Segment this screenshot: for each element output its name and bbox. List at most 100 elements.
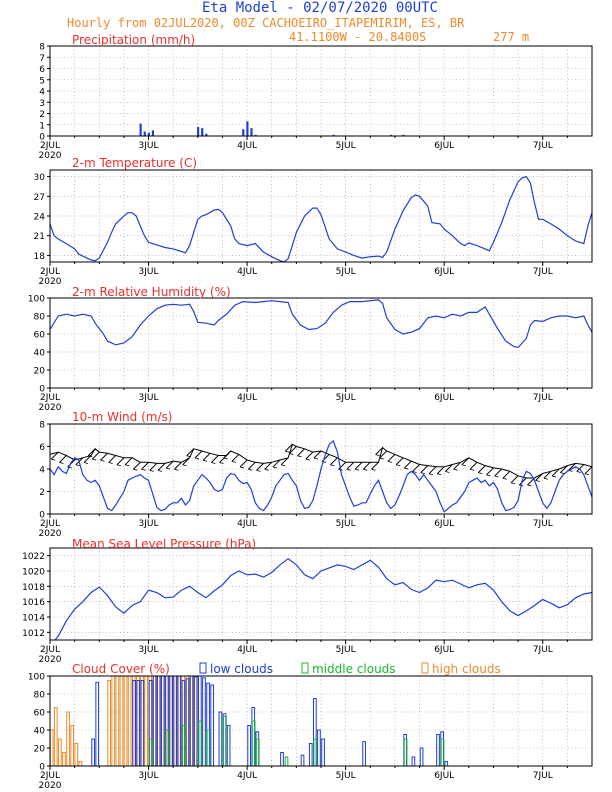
pressure-xtick-label: 4JUL — [237, 645, 257, 655]
wind-xtick-label: 5JUL — [336, 519, 356, 529]
wind-line — [50, 439, 592, 513]
wind-barb — [284, 443, 293, 452]
wind-plot — [50, 439, 592, 513]
precip-xtick-label: 4JUL — [237, 141, 257, 151]
cloud-low-bar — [140, 680, 145, 766]
cloud-legend-swatch — [199, 662, 207, 674]
pressure-year-label: 2020 — [39, 655, 62, 665]
cloud-high-bar — [127, 676, 132, 766]
precip-bar — [143, 131, 146, 136]
wind-barb-flag — [239, 466, 245, 469]
wind-barb-flag — [420, 472, 425, 475]
wind-barb-flag — [248, 468, 253, 471]
wind-barb-flag — [584, 473, 590, 476]
cloud-low-bar — [411, 756, 416, 766]
cloud-low-bar — [312, 698, 317, 766]
humidity-ytick-label: 100 — [28, 295, 45, 305]
wind-xtick-label: 2JUL — [40, 519, 60, 529]
wind-ytick-label: 6 — [39, 443, 45, 453]
cloud-low-bar — [210, 684, 215, 766]
cloud-middle-bar — [440, 738, 445, 766]
cloud-low-bar — [185, 678, 190, 766]
wind-barb — [486, 467, 494, 476]
cloud-low-bar — [317, 729, 321, 766]
wind-barb — [469, 461, 478, 470]
wind-xtick-label: 6JUL — [434, 519, 454, 529]
pressure-ytick-label: 1016 — [22, 598, 45, 608]
wind-barb-flag — [108, 462, 113, 464]
cloud-high-bar — [123, 676, 128, 766]
cloud-low-bar — [148, 680, 153, 766]
precip-bar — [390, 134, 393, 136]
cloud-middle-bar — [284, 756, 289, 766]
pressure-ytick-label: 1022 — [22, 552, 45, 562]
wind-barb — [354, 461, 363, 470]
wind-barb — [202, 452, 211, 461]
wind-barb-flag — [486, 474, 491, 477]
pressure-ytick-label: 1012 — [22, 629, 45, 639]
wind-barb — [149, 463, 158, 471]
wind-barb — [305, 451, 314, 460]
wind-barb — [297, 448, 305, 457]
wind-barb-flag — [453, 468, 458, 471]
wind-title: 10-m Wind (m/s) — [72, 410, 172, 424]
wind-xtick-label: 3JUL — [139, 519, 159, 529]
wind-barb — [436, 466, 445, 475]
wind-barb — [231, 454, 240, 462]
cloud-low-bar — [321, 738, 325, 766]
precip-xtick-label: 5JUL — [336, 141, 356, 151]
precip-ytick-label: 5 — [39, 76, 45, 86]
cloud-high-bar — [66, 711, 70, 766]
wind-barb-flag — [149, 469, 154, 472]
cloud-high-bar — [53, 707, 58, 766]
wind-barb — [560, 465, 568, 473]
cloud-legend-label: high clouds — [432, 662, 501, 676]
temperature-title: 2-m Temperature (C) — [72, 156, 197, 170]
cloud-low-bar — [165, 676, 169, 766]
cloud-middle-bar — [223, 716, 227, 766]
temperature-ytick-label: 21 — [34, 232, 45, 242]
wind-barb-flag — [133, 468, 138, 471]
pressure-xtick-label: 5JUL — [336, 645, 356, 655]
humidity-ytick-label: 80 — [34, 313, 46, 323]
wind-barb-flag — [527, 484, 532, 487]
cloud-low-bar — [161, 676, 165, 766]
temperature-ytick-label: 30 — [34, 173, 46, 183]
cloud-low-bar — [152, 676, 157, 766]
cloud-legend-swatch — [421, 662, 429, 674]
wind-ytick-label: 8 — [39, 421, 45, 431]
precip-bar — [139, 123, 142, 136]
cloud-low-bar — [173, 676, 178, 766]
precip-bar — [147, 132, 150, 136]
cloud-ytick-label: 60 — [34, 709, 46, 719]
temperature-ytick-label: 27 — [34, 193, 45, 203]
wind-barb — [428, 466, 437, 475]
wind-barb — [157, 463, 166, 471]
wind-barb — [239, 459, 248, 468]
cloud-middle-bar — [313, 738, 318, 766]
precip-bar — [250, 128, 253, 136]
cloud-high-bar — [74, 743, 79, 766]
wind-barb-baseline — [50, 443, 592, 479]
wind-barb-flag — [281, 464, 286, 467]
temperature-xtick-label: 6JUL — [434, 267, 454, 277]
cloud-middle-bar — [149, 738, 153, 766]
precip-bar — [246, 121, 249, 136]
meteogram-title: Eta Model - 02/07/2020 00UTC — [202, 0, 438, 16]
wind-barb — [412, 464, 420, 472]
wind-barb — [387, 454, 396, 462]
cloud-low-bar — [169, 676, 173, 766]
cloud-low-bar — [300, 754, 305, 766]
wind-barb — [510, 475, 519, 484]
precip-title: Precipitation (mm/h) — [72, 33, 195, 47]
wind-barb-flag — [543, 477, 549, 480]
wind-barb-flag — [116, 464, 122, 467]
cloud-ytick-label: 100 — [28, 673, 45, 683]
precip-bar — [332, 134, 335, 136]
temperature-xtick-label: 4JUL — [237, 267, 257, 277]
temperature-year-label: 2020 — [39, 277, 62, 287]
wind-barb — [186, 448, 195, 457]
humidity-plot — [50, 299, 592, 349]
pressure-plot — [54, 557, 592, 640]
